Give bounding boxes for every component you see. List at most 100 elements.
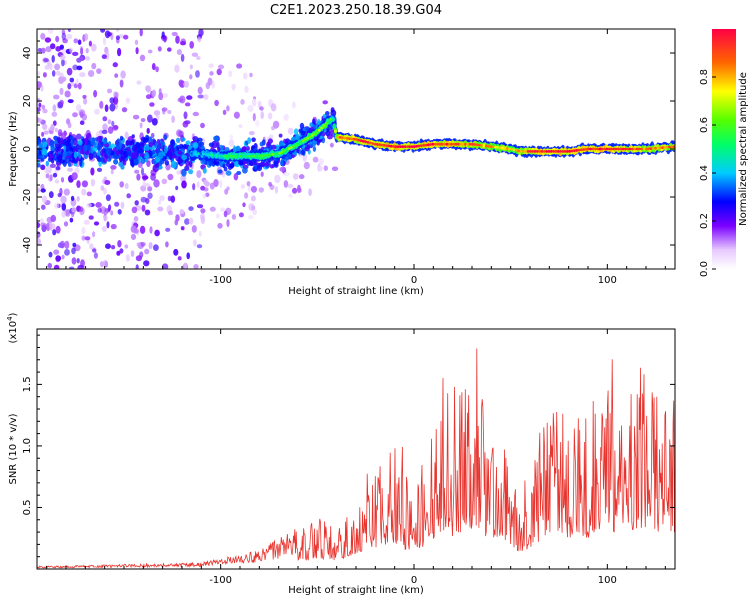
- colorbar-gradient: [712, 29, 736, 269]
- ridge-core: [313, 132, 316, 136]
- noise-speckle: [110, 210, 114, 216]
- noise-speckle: [37, 238, 41, 246]
- noise-speckle: [247, 104, 254, 113]
- noise-speckle: [202, 193, 207, 199]
- noise-speckle: [40, 33, 46, 40]
- ridge-core: [496, 146, 500, 149]
- ridge-core: [271, 153, 275, 156]
- ridge-core: [619, 147, 623, 151]
- band-speckle: [313, 140, 317, 145]
- noise-speckle: [79, 206, 84, 213]
- noise-speckle: [45, 173, 50, 179]
- noise-speckle: [135, 255, 142, 262]
- noise-speckle: [124, 183, 129, 189]
- noise-speckle: [222, 109, 227, 116]
- ridge-core: [480, 144, 484, 147]
- noise-speckle: [331, 166, 339, 172]
- noise-speckle: [79, 120, 85, 125]
- ridge-core: [303, 138, 307, 142]
- ridge-core: [600, 147, 604, 151]
- noise-speckle: [184, 102, 191, 107]
- y-tick-label: -20: [22, 189, 33, 205]
- noise-speckle: [153, 244, 159, 252]
- noise-speckle: [247, 186, 252, 192]
- noise-speckle: [141, 167, 144, 176]
- ridge-core: [631, 147, 634, 151]
- noise-speckle: [71, 247, 76, 255]
- noise-speckle: [54, 179, 60, 184]
- noise-speckle: [224, 188, 229, 195]
- x-tick-label: 0: [411, 575, 417, 586]
- noise-speckle: [197, 36, 202, 43]
- noise-speckle: [72, 51, 79, 57]
- noise-speckle: [66, 33, 73, 40]
- band-speckle: [115, 150, 120, 157]
- ridge-core: [457, 142, 460, 146]
- noise-speckle: [93, 252, 98, 259]
- noise-speckle: [150, 173, 157, 181]
- ridge-core: [494, 145, 497, 149]
- noise-speckle: [63, 131, 68, 136]
- ridge-core: [380, 143, 384, 147]
- band-speckle: [86, 133, 92, 141]
- noise-speckle: [242, 72, 248, 80]
- noise-speckle: [303, 161, 310, 170]
- ridge-core: [213, 154, 217, 157]
- ridge-core: [591, 147, 595, 151]
- noise-speckle: [37, 71, 41, 76]
- noise-speckle: [71, 207, 77, 213]
- noise-speckle: [180, 53, 185, 62]
- ridge-core: [640, 147, 644, 151]
- noise-speckle: [174, 64, 180, 73]
- noise-speckle: [52, 229, 57, 236]
- ridge-core: [549, 150, 553, 153]
- noise-speckle: [55, 225, 61, 234]
- ridge-core: [515, 149, 518, 152]
- band-speckle: [293, 128, 299, 135]
- noise-speckle: [45, 46, 52, 53]
- ridge-core: [366, 141, 370, 144]
- ridge-core: [656, 146, 660, 150]
- ridge-core: [517, 149, 521, 153]
- noise-speckle: [76, 104, 82, 112]
- noise-speckle: [91, 43, 97, 52]
- noise-speckle: [154, 229, 160, 237]
- noise-speckle: [298, 174, 305, 180]
- noise-speckle: [89, 243, 94, 250]
- noise-speckle: [259, 106, 264, 111]
- band-speckle: [59, 159, 65, 164]
- colorbar-tick-label: 0.0: [699, 261, 710, 277]
- ridge-core: [327, 119, 330, 123]
- ridge-core: [524, 150, 528, 153]
- noise-speckle: [200, 122, 205, 129]
- ridge-core: [227, 154, 231, 158]
- noise-speckle: [102, 123, 108, 131]
- noise-speckle: [147, 186, 153, 192]
- ridge-core: [501, 146, 504, 150]
- band-speckle: [133, 158, 139, 166]
- ridge-core: [559, 150, 562, 153]
- band-speckle: [45, 160, 49, 167]
- noise-speckle: [238, 124, 243, 129]
- noise-speckle: [130, 233, 137, 240]
- band-speckle: [181, 154, 188, 161]
- noise-speckle: [231, 83, 236, 90]
- band-speckle: [131, 145, 138, 152]
- noise-speckle: [192, 111, 199, 117]
- ridge-core: [614, 147, 618, 151]
- noise-speckle: [40, 188, 46, 193]
- noise-speckle: [217, 222, 223, 229]
- noise-speckle: [140, 118, 146, 122]
- noise-speckle: [143, 260, 150, 267]
- noise-speckle: [246, 181, 251, 187]
- noise-speckle: [298, 187, 302, 193]
- snr-line: [37, 348, 675, 569]
- noise-speckle: [139, 29, 143, 37]
- noise-speckle: [183, 111, 188, 120]
- ridge-core: [450, 142, 453, 146]
- noise-speckle: [51, 55, 55, 63]
- ridge-core: [350, 137, 354, 141]
- noise-speckle: [283, 180, 289, 188]
- ridge-core: [292, 144, 296, 148]
- spectrogram-x-axis-label: Height of straight line (km): [288, 286, 424, 297]
